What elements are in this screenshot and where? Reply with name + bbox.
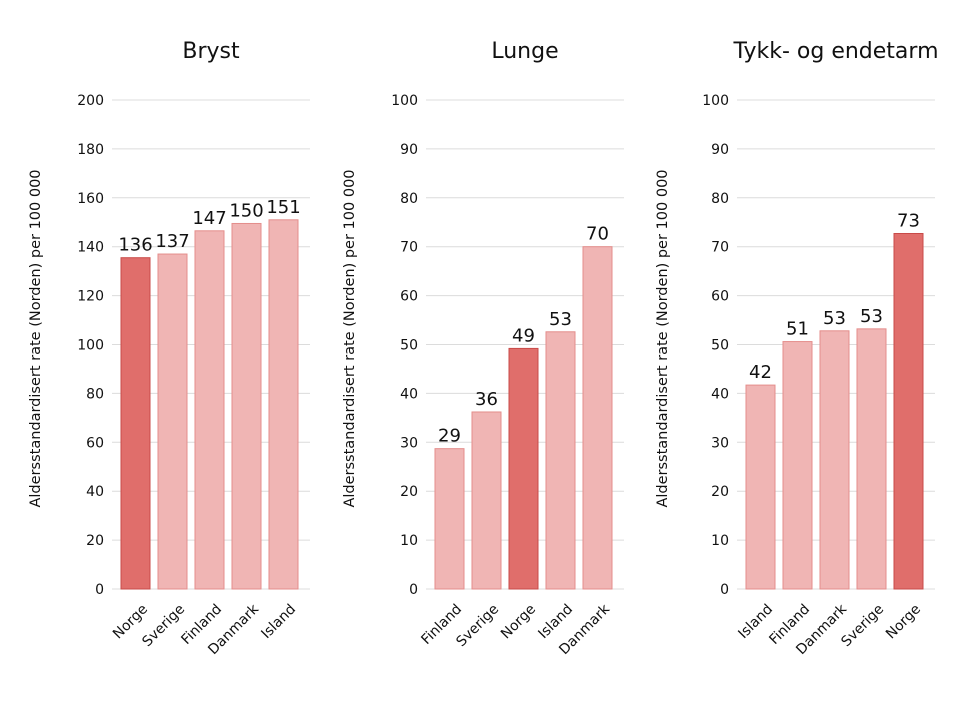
- chart-1-bar-island: [268, 219, 299, 590]
- chart-3-bar-norge: [893, 232, 924, 590]
- chart-3-value-label: 73: [897, 210, 920, 231]
- chart-1-bar-norge: [120, 257, 151, 590]
- chart-3-y-axis-label: Aldersstandardisert rate (Norden) per 10…: [655, 169, 671, 507]
- chart-3-y-tick-label: 40: [711, 386, 729, 402]
- chart-1-y-tick-label: 200: [77, 93, 104, 109]
- chart-3-y-tick-label: 60: [711, 289, 729, 305]
- chart-1-y-tick-label: 40: [86, 484, 104, 500]
- chart-3-y-tick-label: 80: [711, 191, 729, 207]
- chart-3-title: Tykk- og endetarm: [732, 39, 938, 64]
- chart-2-value-label: 49: [512, 325, 535, 346]
- chart-1-y-tick-label: 20: [86, 533, 104, 549]
- chart-2-y-tick-label: 40: [400, 386, 418, 402]
- chart-1-y-tick-label: 0: [95, 582, 104, 598]
- chart-3-y-tick-label: 90: [711, 142, 729, 158]
- chart-3-value-label: 51: [786, 319, 809, 340]
- chart-3-bar-danmark: [819, 330, 850, 590]
- chart-2-y-tick-label: 90: [400, 142, 418, 158]
- chart-2-value-label: 29: [438, 426, 461, 447]
- chart-2-category-label: Norge: [498, 601, 539, 642]
- chart-2-bar-island: [545, 331, 576, 590]
- chart-2-y-tick-label: 50: [400, 338, 418, 354]
- chart-2-y-tick-label: 70: [400, 240, 418, 256]
- chart-3-bar-finland: [782, 341, 813, 590]
- chart-1-bar-finland: [194, 230, 225, 590]
- chart-1-y-tick-label: 140: [77, 240, 104, 256]
- chart-2-value-label: 53: [549, 309, 572, 330]
- chart-2-y-tick-label: 10: [400, 533, 418, 549]
- chart-3-y-tick-label: 100: [702, 93, 729, 109]
- chart-3-bar-sverige: [856, 328, 887, 590]
- chart-2-y-tick-label: 30: [400, 435, 418, 451]
- chart-1-y-tick-label: 180: [77, 142, 104, 158]
- chart-2-value-label: 36: [475, 389, 498, 410]
- chart-1-y-tick-label: 80: [86, 386, 104, 402]
- chart-1-title: Bryst: [182, 39, 240, 64]
- chart-3-value-label: 53: [823, 308, 846, 329]
- chart-2-title: Lunge: [491, 39, 558, 64]
- chart-1-bar-sverige: [157, 253, 188, 590]
- chart-3-y-tick-label: 10: [711, 533, 729, 549]
- chart-2-bar-danmark: [582, 246, 613, 590]
- chart-2-y-axis-label: Aldersstandardisert rate (Norden) per 10…: [342, 169, 358, 507]
- chart-3-y-tick-label: 20: [711, 484, 729, 500]
- chart-2-bar-norge: [508, 347, 539, 590]
- chart-1-y-tick-label: 100: [77, 338, 104, 354]
- chart-2-y-tick-label: 60: [400, 289, 418, 305]
- chart-1-category-label: Island: [258, 601, 299, 642]
- chart-1-y-axis-label: Aldersstandardisert rate (Norden) per 10…: [28, 169, 44, 507]
- chart-1-value-label: 150: [229, 200, 263, 221]
- chart-2-bar-sverige: [471, 411, 502, 590]
- chart-2-value-label: 70: [586, 224, 609, 245]
- chart-2-y-tick-label: 0: [409, 582, 418, 598]
- chart-3-y-tick-label: 30: [711, 435, 729, 451]
- chart-2-y-tick-label: 100: [391, 93, 418, 109]
- chart-1-value-label: 147: [192, 208, 226, 229]
- chart-2-y-tick-label: 80: [400, 191, 418, 207]
- chart-1-value-label: 137: [155, 231, 189, 252]
- chart-1-value-label: 136: [118, 235, 152, 256]
- chart-1-bar-danmark: [231, 222, 262, 590]
- chart-3-value-label: 53: [860, 306, 883, 327]
- chart-1-y-tick-label: 160: [77, 191, 104, 207]
- chart-1-y-tick-label: 120: [77, 289, 104, 305]
- chart-3-value-label: 42: [749, 362, 772, 383]
- chart-1-value-label: 151: [266, 197, 300, 218]
- chart-3-y-tick-label: 0: [720, 582, 729, 598]
- chart-3-category-label: Norge: [883, 601, 924, 642]
- chart-3-y-tick-label: 70: [711, 240, 729, 256]
- chart-3-y-tick-label: 50: [711, 338, 729, 354]
- chart-2-y-tick-label: 20: [400, 484, 418, 500]
- chart-2-bar-finland: [434, 448, 465, 590]
- chart-3-bar-island: [745, 384, 776, 590]
- chart-1-y-tick-label: 60: [86, 435, 104, 451]
